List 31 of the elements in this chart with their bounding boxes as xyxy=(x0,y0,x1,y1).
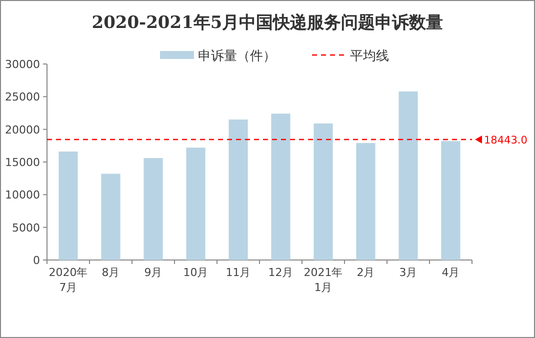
bar xyxy=(228,120,248,260)
bar xyxy=(144,158,163,260)
bar xyxy=(271,114,290,260)
y-tick-label: 30000 xyxy=(5,58,40,71)
x-tick-label: 10月 xyxy=(183,266,208,279)
y-tick-label: 0 xyxy=(33,254,40,267)
y-tick-label: 15000 xyxy=(5,156,40,169)
x-tick-label: 2月 xyxy=(356,266,375,279)
bar xyxy=(186,148,206,260)
text: 18443.0 xyxy=(484,134,528,147)
x-tick-label: 9月 xyxy=(144,266,162,279)
bar xyxy=(314,123,333,260)
legend-label: 平均线 xyxy=(350,49,389,64)
x-tick-label: 12月 xyxy=(268,266,294,279)
x-tick-label: 11月 xyxy=(226,266,251,279)
x-tick-label: 3月 xyxy=(399,266,418,279)
x-tick-label: 2021年 1月 xyxy=(304,266,343,294)
bar xyxy=(398,91,418,260)
chart-title: 2020-2021年5月中国快递服务问题申诉数量 xyxy=(92,13,444,33)
y-tick-label: 20000 xyxy=(5,123,40,136)
bar xyxy=(58,152,78,260)
y-tick-label: 25000 xyxy=(5,90,40,104)
x-tick-label: 4月 xyxy=(442,266,460,279)
bar xyxy=(441,141,460,260)
y-tick-label: 5000 xyxy=(12,221,40,234)
x-tick-label: 2020年 7月 xyxy=(48,266,88,294)
x-tick-label: 8月 xyxy=(102,266,120,279)
y-tick-label: 10000 xyxy=(5,188,40,202)
legend-label: 申诉量（件） xyxy=(198,49,276,64)
bar xyxy=(356,143,376,260)
bar xyxy=(101,174,120,260)
